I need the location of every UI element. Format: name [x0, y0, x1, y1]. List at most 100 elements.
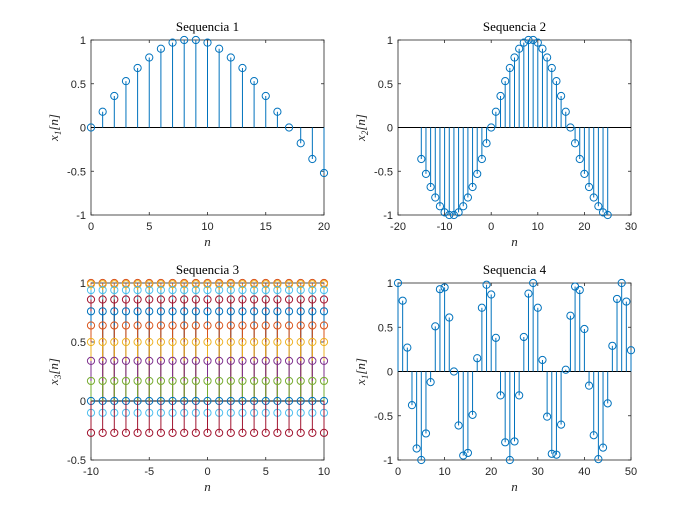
stem-marker: [482, 280, 491, 289]
stem-marker: [584, 182, 594, 192]
stem-marker: [226, 285, 235, 295]
stem-marker: [598, 443, 608, 452]
stem-marker: [191, 295, 200, 304]
stem-marker: [308, 337, 317, 347]
stem-marker: [110, 307, 119, 316]
stem-marker: [519, 38, 528, 47]
stem-marker: [180, 280, 189, 289]
stem-marker: [110, 321, 119, 330]
stem-marker: [238, 63, 247, 73]
stem-marker: [426, 378, 435, 387]
stem-marker: [110, 285, 119, 295]
stem-marker: [533, 38, 542, 47]
subplot-title: Sequencia 1: [176, 19, 239, 34]
stem-marker: [557, 420, 566, 429]
stem-marker: [191, 337, 200, 347]
stem-marker: [273, 280, 282, 289]
stem-marker: [487, 290, 496, 299]
stem-marker: [203, 428, 212, 437]
stem-marker: [261, 376, 270, 386]
stem-marker: [575, 154, 584, 164]
x-tick-label: 10: [438, 466, 450, 478]
stem-marker: [238, 337, 247, 347]
y-tick-label: 0: [80, 396, 86, 408]
stem-marker: [145, 428, 154, 437]
stem-marker: [156, 376, 165, 386]
stem-marker: [180, 35, 189, 45]
x-tick-label: 30: [625, 221, 637, 233]
stem-marker: [308, 295, 317, 304]
stem-marker: [86, 376, 96, 386]
y-tick-label: 0.5: [378, 79, 393, 91]
stem-marker: [261, 91, 270, 101]
subplot-4: 0 10 20 30 40 50 -1 -0.5 0 0.5 1 Sequencia 4 n x1[n]: [353, 262, 637, 494]
stem-marker: [156, 285, 165, 295]
stem-marker: [168, 321, 177, 330]
stem-marker: [584, 381, 594, 390]
stem-marker: [145, 53, 154, 62]
y-tick-label: 1: [387, 278, 393, 290]
stem-marker: [238, 321, 247, 330]
stem-marker: [515, 391, 524, 400]
stem-marker: [487, 123, 496, 132]
stem-marker: [510, 437, 519, 446]
stem-marker: [566, 123, 575, 132]
stem-marker: [156, 44, 165, 53]
stem-marker: [308, 154, 317, 164]
stem-marker: [626, 346, 636, 355]
stem-marker: [191, 280, 200, 289]
stem-marker: [133, 285, 142, 295]
stem-marker: [515, 44, 524, 53]
stem-marker: [86, 307, 96, 316]
y-tick-label: -1: [383, 455, 393, 467]
stem-marker: [180, 376, 189, 386]
stem-marker: [273, 356, 282, 365]
stem-marker: [226, 280, 235, 289]
stem-marker: [250, 307, 259, 316]
stem-marker: [110, 91, 119, 101]
y-tick-label: 1: [387, 35, 393, 47]
stem-marker: [226, 356, 235, 365]
stem-marker: [250, 77, 259, 86]
y-tick-label: -1: [383, 210, 393, 222]
stem-marker: [226, 428, 235, 437]
subplot-title: Sequencia 3: [176, 262, 239, 277]
stem-marker: [468, 410, 477, 419]
stem-marker: [180, 428, 189, 437]
x-tick-label: 5: [263, 466, 269, 478]
stem-marker: [296, 356, 305, 365]
subplot-1: 0 5 10 15 20 -1 -0.5 0 0.5 1 Sequencia 1 n x1[n]: [46, 19, 330, 249]
stem-marker: [238, 280, 247, 289]
stem-marker: [538, 355, 547, 365]
stem-marker: [296, 337, 305, 347]
stem-marker: [449, 210, 459, 220]
stem-marker: [226, 53, 235, 62]
stem-marker: [168, 376, 177, 386]
x-tick-label: 40: [578, 466, 590, 478]
stem-marker: [533, 303, 542, 312]
stem-marker: [168, 356, 177, 365]
stem-marker: [580, 169, 589, 178]
stem-marker: [156, 295, 165, 304]
stem-marker: [215, 307, 224, 316]
stem-marker: [603, 210, 612, 220]
stem-marker: [156, 307, 165, 316]
stem-marker: [445, 210, 454, 220]
stem-marker: [133, 321, 142, 330]
stem-marker: [594, 202, 603, 211]
y-tick-label: 0.5: [378, 322, 393, 334]
stem-marker: [284, 428, 294, 437]
stem-marker: [296, 280, 305, 289]
x-tick-label: 0: [88, 221, 94, 233]
stem-marker: [168, 337, 177, 347]
stem-marker: [296, 139, 305, 148]
stem-marker: [440, 283, 449, 292]
stem-marker: [421, 169, 431, 178]
stem-marker: [110, 376, 119, 386]
stem-marker: [273, 337, 282, 347]
stem-marker: [273, 321, 282, 330]
stem-marker: [191, 321, 200, 330]
stem-marker: [121, 307, 131, 316]
stem-marker: [417, 154, 426, 164]
y-tick-label: 0: [80, 123, 86, 135]
